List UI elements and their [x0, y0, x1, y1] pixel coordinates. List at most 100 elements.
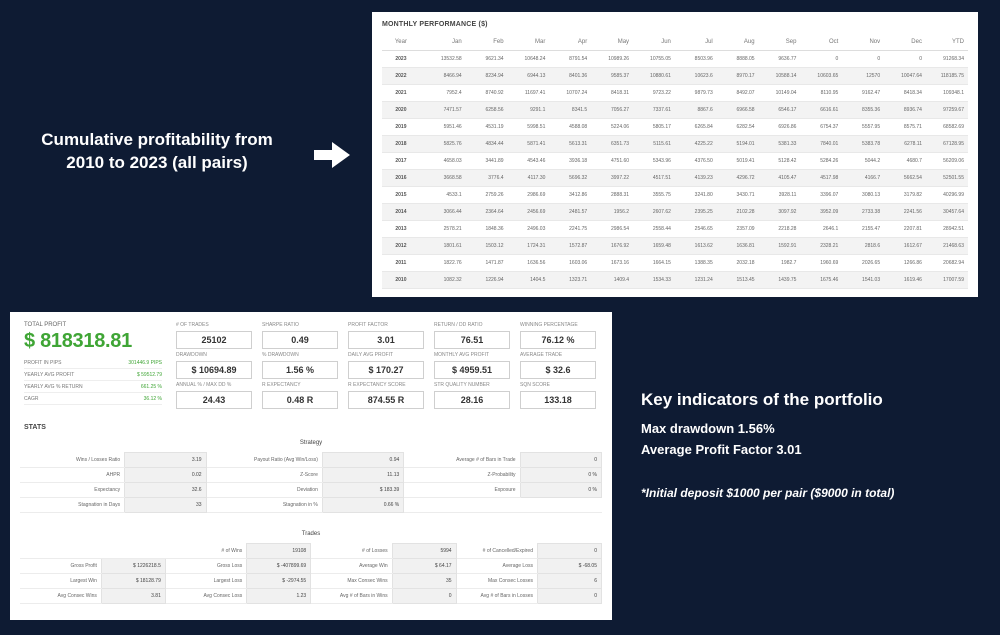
table-cell: 2241.56 [884, 203, 926, 221]
stat-label: AHPR [20, 467, 125, 483]
table-cell: 5381.33 [758, 135, 801, 153]
stat-value: $ -407899.69 [246, 558, 312, 574]
stat-label: Max Consec Wins [310, 573, 393, 589]
stat-label: # of Wins [165, 543, 247, 559]
stat-label: Z-Score [206, 467, 323, 483]
stats-row: Wins / Losses Ratio 3.19 Payout Ratio (Avg… [20, 452, 603, 468]
table-cell: 4225.22 [674, 135, 717, 153]
table-cell: 2241.75 [549, 220, 592, 238]
table-cell: 2986.69 [507, 186, 550, 204]
table-cell: 3430.71 [716, 186, 759, 204]
stat-label: Deviation [206, 482, 323, 498]
table-cell: 5557.95 [842, 118, 885, 136]
column-header: Jul [674, 34, 717, 51]
stat-value: $ 18128.79 [100, 573, 166, 589]
table-cell: 6616.61 [800, 101, 843, 119]
table-cell: 5662.54 [884, 169, 926, 187]
table-cell: 2395.25 [674, 203, 717, 221]
table-cell: 4296.72 [716, 169, 759, 187]
stat-label: Payout Ratio (Avg Win/Loss) [206, 452, 323, 468]
column-header: Aug [716, 34, 759, 51]
year-cell: 2020 [382, 101, 424, 119]
table-cell: 3668.58 [423, 169, 466, 187]
stat-value: 3.19 [124, 452, 207, 468]
column-header: Dec [884, 34, 926, 51]
year-cell: 2016 [382, 169, 424, 187]
stat-label: Avg # of Bars in Losses [456, 588, 538, 604]
table-cell: 1439.75 [758, 271, 801, 289]
stats-row: Gross Profit $ 1226218.5 Gross Loss $ -4078… [20, 558, 603, 574]
table-cell: 4834.44 [465, 135, 508, 153]
table-cell: 1404.5 [507, 271, 550, 289]
profit-summary-list: PROFIT IN PIPS 301446.9 PIPS YEARLY AVG PR… [24, 357, 162, 405]
table-cell: 67128.95 [925, 135, 968, 153]
year-cell: 2023 [382, 50, 424, 68]
table-cell: 1676.92 [591, 237, 634, 255]
table-cell: 3928.11 [758, 186, 801, 204]
table-cell: 2456.69 [507, 203, 550, 221]
table-cell: 4533.1 [423, 186, 466, 204]
kpi-value: $ 32.6 [520, 361, 596, 379]
stat-value: 1.23 [246, 588, 312, 604]
table-cell: 5871.41 [507, 135, 550, 153]
year-cell: 2013 [382, 220, 424, 238]
table-cell: 1082.32 [423, 271, 466, 289]
table-cell: 28942.51 [925, 220, 968, 238]
table-cell: 3241.80 [674, 186, 717, 204]
table-cell: 10880.61 [633, 67, 675, 85]
table-cell: 2646.1 [800, 220, 843, 238]
table-cell: 1231.24 [674, 271, 717, 289]
year-cell: 2012 [382, 237, 424, 255]
column-header: Mar [507, 34, 550, 51]
summary-row: CAGR 36.12 % [24, 393, 162, 405]
table-cell: 9879.73 [674, 84, 717, 102]
table-cell: 1673.16 [591, 254, 634, 272]
table-cell: 56209.06 [925, 152, 968, 170]
table-cell: 17007.59 [925, 271, 968, 289]
table-cell: 4751.60 [591, 152, 634, 170]
table-cell: 6265.84 [674, 118, 717, 136]
table-cell: 5194.01 [716, 135, 759, 153]
table-cell: 1848.36 [465, 220, 508, 238]
table-cell: 7056.27 [591, 101, 634, 119]
stat-label: Z-Probability [403, 467, 521, 483]
table-cell: 2328.21 [800, 237, 843, 255]
table-cell: 9585.37 [591, 67, 634, 85]
table-cell: 8418.34 [884, 84, 926, 102]
stat-value: $ -2974.55 [246, 573, 312, 589]
table-cell: 8418.31 [591, 84, 634, 102]
table-cell: 5115.61 [633, 135, 675, 153]
kpi-cell: R EXPECTANCY 0.48 R [256, 380, 342, 410]
stats-row: # of Wins 19108 # of Losses 5994 # of Cancel… [20, 543, 603, 559]
table-cell: 21468.63 [925, 237, 968, 255]
kpi-value: 28.16 [434, 391, 510, 409]
kpi-cell: RETURN / DD RATIO 76.51 [428, 320, 514, 350]
table-cell: 2607.62 [633, 203, 675, 221]
table-cell: 1659.48 [633, 237, 675, 255]
initial-deposit-note: *Initial deposit $1000 per pair ($9000 i… [641, 486, 895, 500]
stats-row: Avg Consec Wins 3.81 Avg Consec Loss 1.23 Av… [20, 588, 603, 604]
table-cell: 2207.81 [884, 220, 926, 238]
caption-line-1: Cumulative profitability from [41, 130, 273, 149]
kpi-label: RETURN / DD RATIO [434, 322, 483, 328]
table-cell: 3952.09 [800, 203, 843, 221]
table-cell: 8740.92 [465, 84, 508, 102]
table-cell: 9291.1 [507, 101, 550, 119]
stat-value: $ 183.39 [321, 482, 405, 498]
cumulative-profitability-caption: Cumulative profitability from 2010 to 20… [12, 128, 302, 174]
table-cell: 10149.04 [758, 84, 801, 102]
table-cell: 1613.62 [674, 237, 717, 255]
stat-label: # of Cancelled/Expired [456, 543, 538, 559]
table-cell: 6754.37 [800, 118, 843, 136]
table-cell: 3997.22 [591, 169, 634, 187]
table-row: 2014 3066.44 2364.64 2456.69 2481.57 1956.2 26… [382, 203, 968, 221]
table-cell: 2155.47 [842, 220, 885, 238]
table-cell: 6351.73 [591, 135, 634, 153]
table-cell: 1266.86 [884, 254, 926, 272]
table-row: 2012 1801.61 1503.12 1724.31 1572.87 1676.92 1… [382, 237, 968, 255]
table-cell: 11697.41 [507, 84, 550, 102]
table-cell: 4543.46 [507, 152, 550, 170]
table-cell: 1636.56 [507, 254, 550, 272]
table-cell: 8970.17 [716, 67, 759, 85]
stat-value: 19108 [246, 543, 312, 559]
